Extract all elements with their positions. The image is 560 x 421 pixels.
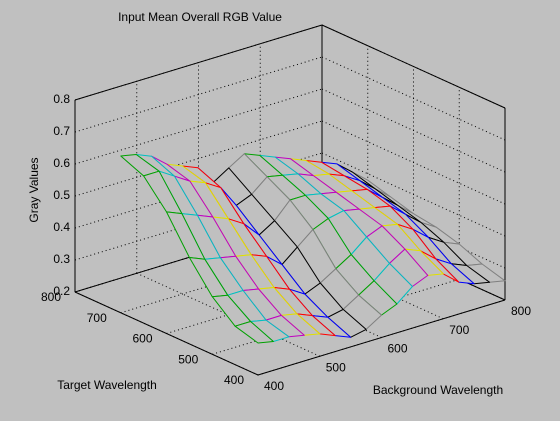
y-axis-label: Target Wavelength: [57, 378, 157, 392]
z-tick-label: 0.4: [53, 220, 70, 234]
chart-title: Input Mean Overall RGB Value: [118, 10, 282, 24]
z-tick-label: 0.6: [53, 156, 70, 170]
grid-line: [321, 56, 506, 141]
axis-frame: [74, 24, 323, 101]
z-axis-label: Gray Values: [27, 157, 41, 222]
y-tick-label: 700: [87, 311, 107, 325]
z-tick-label: 0.5: [53, 188, 70, 202]
y-tick-label: 800: [41, 290, 61, 304]
y-tick-label: 600: [132, 332, 152, 346]
mesh-cell: [234, 321, 274, 344]
z-tick-label: 0.3: [53, 252, 70, 266]
grid-line: [321, 88, 506, 173]
y-tick-label: 500: [178, 352, 198, 366]
z-tick-label: 0.7: [53, 124, 70, 138]
x-tick-label: 800: [511, 304, 531, 318]
grid-line: [321, 152, 506, 237]
z-tick-label: 0.2: [53, 284, 70, 298]
z-tick-label: 0.8: [53, 92, 70, 106]
x-tick-label: 600: [387, 342, 407, 356]
x-axis-label: Background Wavelength: [373, 383, 503, 397]
y-tick-label: 400: [224, 373, 244, 387]
grid-line: [321, 120, 506, 205]
x-tick-label: 500: [326, 360, 346, 374]
grid-line: [321, 24, 506, 109]
x-tick-label: 400: [264, 379, 284, 393]
x-tick-label: 700: [449, 323, 469, 337]
